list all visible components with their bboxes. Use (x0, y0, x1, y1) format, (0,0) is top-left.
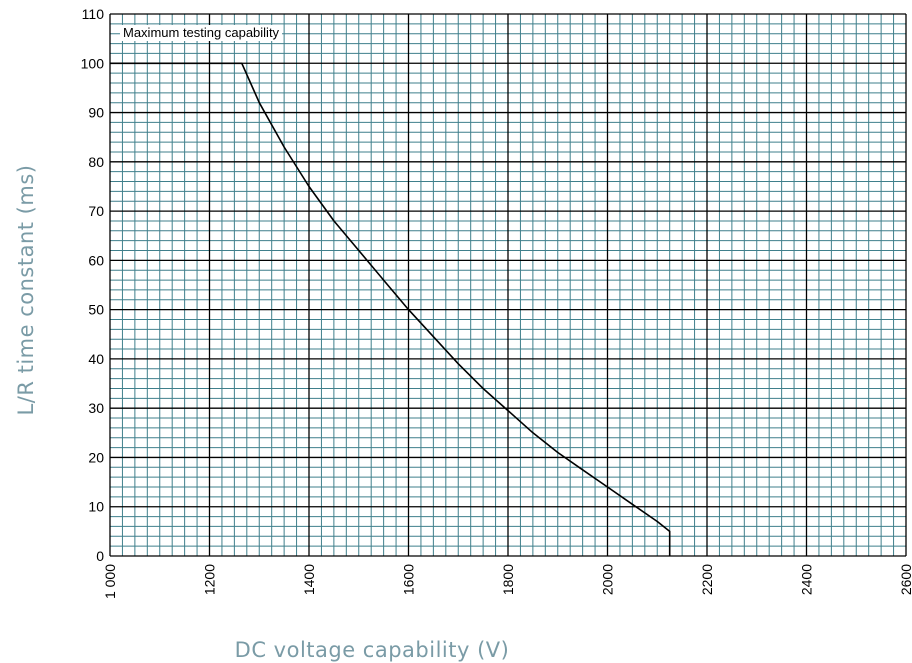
x-tick-label: 1600 (401, 564, 417, 595)
y-tick-label: 30 (88, 400, 104, 416)
y-tick-label: 60 (88, 252, 104, 268)
x-tick-label: 1400 (301, 564, 317, 595)
x-tick-label: 2400 (799, 564, 815, 595)
y-tick-label: 10 (88, 499, 104, 515)
y-tick-label: 50 (88, 302, 104, 318)
y-tick-label: 110 (82, 6, 105, 22)
x-tick-label: 1 000 (102, 564, 118, 599)
x-tick-label: 1200 (202, 564, 218, 595)
x-axis-title: DC voltage capability (V) (234, 638, 510, 662)
y-tick-label: 20 (88, 449, 104, 465)
y-tick-label: 80 (88, 154, 104, 170)
x-tick-label: 2000 (600, 564, 616, 595)
x-tick-labels: 1 000 1200 1400 1600 1800 2000 2200 2400 2600 (102, 564, 912, 599)
major-grid (109, 13, 907, 557)
x-tick-label: 2200 (699, 564, 715, 595)
y-tick-label: 100 (81, 55, 105, 71)
series-line (110, 62, 671, 556)
y-tick-labels: 0 10 20 30 40 50 60 70 80 90 100 110 (81, 6, 105, 564)
series-layer (110, 62, 671, 556)
y-tick-label: 70 (88, 203, 104, 219)
annotation-maximum-testing-capability: Maximum testing capability (120, 25, 283, 41)
y-tick-label: 40 (88, 351, 104, 367)
x-tick-label: 1800 (500, 564, 516, 595)
y-tick-label: 0 (96, 548, 104, 564)
y-axis-title: L/R time constant (ms) (14, 164, 38, 416)
y-tick-label: 90 (88, 105, 104, 121)
x-tick-label: 2600 (898, 564, 912, 595)
